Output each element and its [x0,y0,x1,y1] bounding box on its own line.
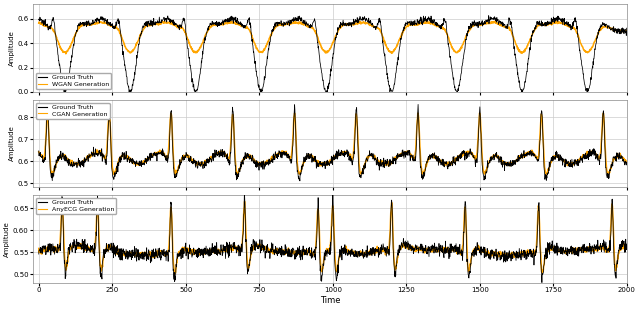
Y-axis label: Amplitude: Amplitude [9,30,15,66]
Y-axis label: Amplitude: Amplitude [4,221,10,257]
Legend: Ground Truth, CGAN Generation: Ground Truth, CGAN Generation [36,103,109,119]
Legend: Ground Truth, AnyECG Generation: Ground Truth, AnyECG Generation [36,198,116,214]
Y-axis label: Amplitude: Amplitude [9,126,15,161]
Legend: Ground Truth, WGAN Generation: Ground Truth, WGAN Generation [36,73,111,89]
X-axis label: Time: Time [319,296,340,305]
